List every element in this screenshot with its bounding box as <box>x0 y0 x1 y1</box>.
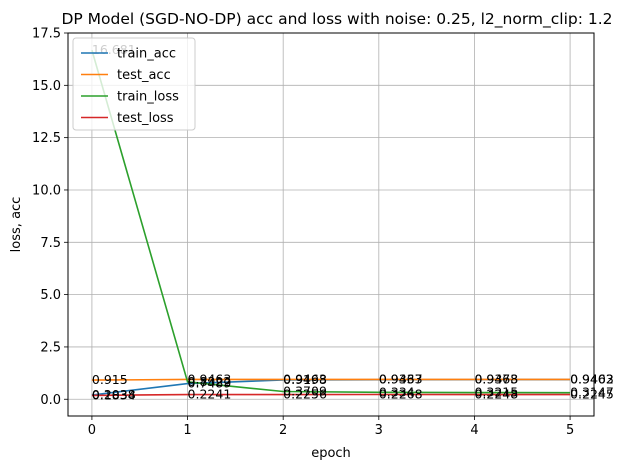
data-labels: 0.2038 0.7489 0.9198 0.9337 0.9378 0.9402 0.91… <box>92 42 614 402</box>
chart-title: DP Model (SGD-NO-DP) acc and loss with n… <box>61 10 612 29</box>
data-label-test_acc: 0.9463 <box>474 371 518 386</box>
data-label-train_loss: 0.3147 <box>570 385 614 400</box>
axis-ticks: 0 1 2 3 4 5 0.0 2.5 5.0 7.5 10.0 12.5 15.0 17.5 <box>32 27 574 439</box>
data-label-test_acc: 0.9463 <box>570 371 614 386</box>
x-axis-label: epoch <box>311 446 351 461</box>
x-tick-label: 1 <box>183 423 191 438</box>
series-line-test_acc <box>91 378 571 381</box>
data-label-test_loss: 0.2245 <box>570 387 614 402</box>
y-tick-label: 17.5 <box>32 27 61 42</box>
legend-box <box>72 37 196 131</box>
data-label-test_loss: 0.2248 <box>474 387 518 402</box>
x-tick-label: 2 <box>279 423 287 438</box>
data-label-test_loss: 0.2241 <box>188 387 232 402</box>
data-label-test_loss: 0.2268 <box>379 387 423 402</box>
y-tick-label: 0.0 <box>40 393 61 408</box>
plot-frame <box>67 32 595 417</box>
data-label-test_loss: 0.1834 <box>92 387 136 402</box>
legend-label-test_acc: test_acc <box>117 68 171 83</box>
data-label-train_loss: 0.334 <box>379 384 415 399</box>
data-label-train_loss: 0.3709 <box>283 383 327 398</box>
y-tick-label: 7.5 <box>40 236 61 251</box>
legend-label-test_loss: test_loss <box>117 111 174 126</box>
data-label-train_loss: 0.3215 <box>474 385 518 400</box>
series-line-train_loss <box>91 49 571 394</box>
y-tick-label: 12.5 <box>32 131 61 146</box>
data-label-test_acc: 0.9463 <box>188 371 232 386</box>
legend: train_acc test_acc train_loss test_loss <box>72 37 196 131</box>
data-label-train_acc: 0.7489 <box>188 376 232 391</box>
data-label-test_acc: 0.915 <box>92 372 128 387</box>
legend-label-train_loss: train_loss <box>117 90 179 105</box>
y-tick-label: 15.0 <box>32 79 61 94</box>
data-label-test_acc: 0.9463 <box>379 371 423 386</box>
legend-label-train_acc: train_acc <box>117 47 176 62</box>
data-label-train_loss: 0.8322 <box>188 374 232 389</box>
data-label-train_acc: 0.9378 <box>474 372 518 387</box>
data-label-train_acc: 0.2038 <box>92 387 136 402</box>
x-tick-label: 3 <box>375 423 383 438</box>
y-tick-label: 2.5 <box>40 340 61 355</box>
x-tick-label: 0 <box>88 423 96 438</box>
y-tick-label: 10.0 <box>32 183 61 198</box>
y-axis-label: loss, acc <box>9 197 24 253</box>
x-tick-label: 5 <box>566 423 574 438</box>
data-label-train_acc: 0.9198 <box>283 372 327 387</box>
data-label-train_acc: 0.9402 <box>570 372 614 387</box>
data-label-train_acc: 0.9337 <box>379 372 423 387</box>
data-label-test_acc: 0.9463 <box>283 371 327 386</box>
y-tick-label: 5.0 <box>40 288 61 303</box>
series-lines <box>91 49 571 397</box>
data-label-test_loss: 0.2256 <box>283 387 327 402</box>
series-line-test_loss <box>91 393 571 397</box>
x-tick-label: 4 <box>470 423 478 438</box>
